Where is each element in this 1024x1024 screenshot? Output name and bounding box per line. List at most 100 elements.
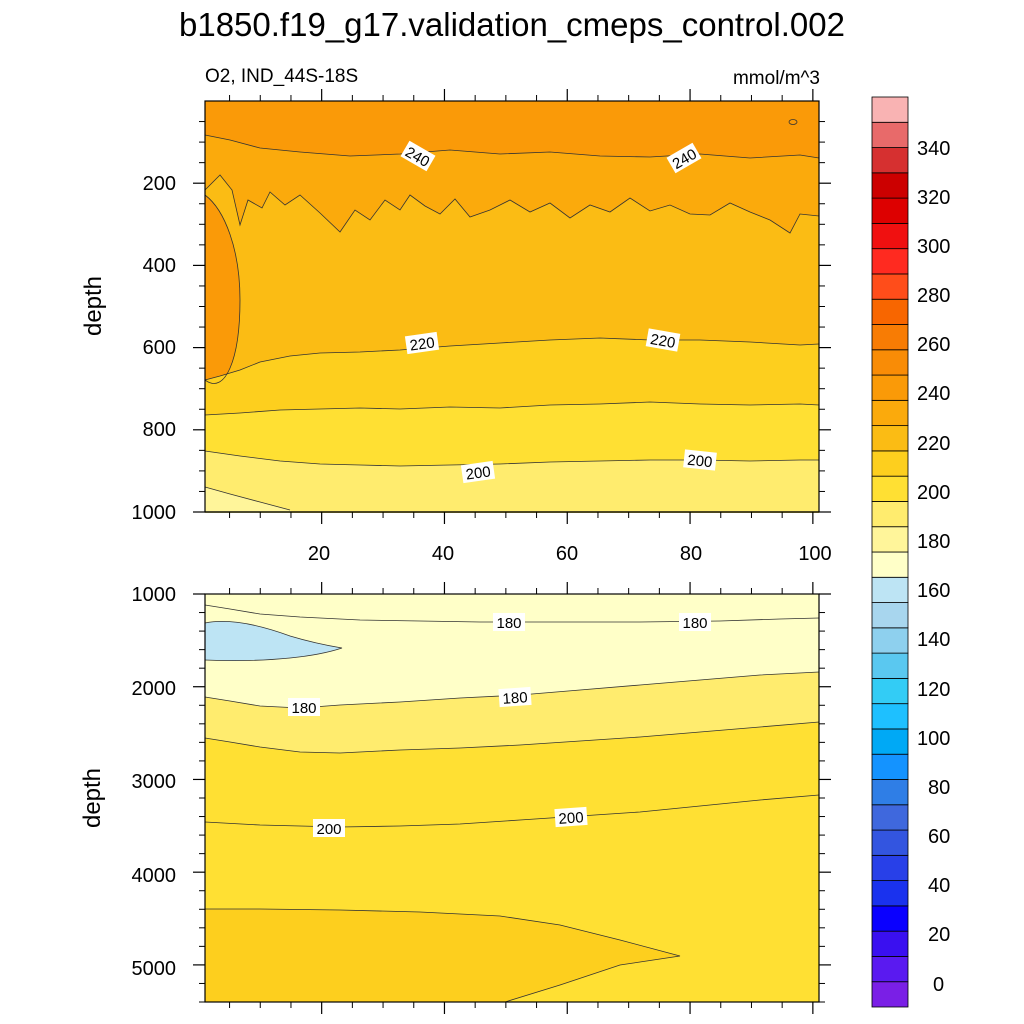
xtick-label: 100 [798, 543, 831, 565]
upper-ytick-label: 1000 [132, 502, 177, 524]
lower-ytick-label: 1000 [132, 584, 177, 606]
lower-ytick-label: 2000 [132, 678, 177, 700]
lower-ytick-label: 3000 [132, 771, 177, 793]
upper-ytick-label: 800 [143, 419, 176, 441]
svg-text:180: 180 [496, 615, 521, 632]
xtick-label: 80 [680, 543, 702, 565]
lower-band-190-200 [205, 795, 819, 1002]
colorbar-box [871, 703, 909, 730]
colorbar-label: 280 [917, 285, 950, 307]
upper-ytick-label: 400 [143, 255, 176, 277]
contour-label: 220 [404, 331, 440, 355]
colorbar-box [871, 880, 909, 907]
lower-band-150-160 [205, 605, 819, 708]
svg-text:200: 200 [558, 809, 584, 828]
lower-axis-ticks [193, 582, 831, 1014]
xtick-label: 40 [432, 543, 454, 565]
svg-text:220: 220 [649, 331, 677, 352]
lower-contour-lines [204, 604, 820, 1003]
colorbar-box [871, 930, 909, 957]
colorbar-box [871, 602, 909, 629]
contour-label: 180 [679, 613, 711, 632]
upper-ytick-label: 200 [143, 173, 176, 195]
colorbar-box [871, 374, 909, 401]
colorbar-box [871, 121, 909, 148]
svg-text:180: 180 [682, 615, 707, 632]
upper-bottom-clip [204, 513, 824, 523]
svg-text:200: 200 [465, 463, 492, 483]
colorbar-box [871, 475, 909, 502]
contour-label: 200 [460, 460, 496, 484]
lower-ytick-label: 5000 [132, 958, 177, 980]
colorbar-labels: 340 320 300 280 260 240 220 200 180 160 … [917, 138, 950, 996]
xtick-label: 20 [308, 543, 330, 565]
colorbar-label: 120 [917, 679, 950, 701]
colorbar-label: 340 [917, 138, 950, 160]
colorbar-label: 80 [928, 777, 950, 799]
units-label: mmol/m^3 [733, 68, 820, 89]
colorbar-label: 200 [917, 482, 950, 504]
colorbar-label: 0 [933, 974, 944, 996]
colorbar-label: 180 [917, 531, 950, 553]
colorbar-box [871, 804, 909, 831]
contour-label: 180 [493, 613, 525, 632]
colorbar-box [871, 450, 909, 477]
colorbar-box [871, 779, 909, 806]
lower-tongue-160 [205, 621, 342, 661]
colorbar-box [871, 324, 909, 351]
colorbar-label: 160 [917, 580, 950, 602]
colorbar-label: 140 [917, 629, 950, 651]
upper-ytick-label: 600 [143, 337, 176, 359]
upper-panel: O2, IND_44S-18S mmol/m^3 240 [80, 66, 832, 565]
colorbar-label: 240 [917, 383, 950, 405]
xtick-label: 60 [556, 543, 578, 565]
svg-text:180: 180 [291, 700, 316, 717]
colorbar-box [871, 627, 909, 654]
colorbar-box [871, 981, 909, 1008]
colorbar-label: 300 [917, 236, 950, 258]
colorbar-box [871, 147, 909, 174]
colorbar-box [871, 728, 909, 755]
colorbar-box [871, 501, 909, 528]
contour-label: 180 [288, 698, 320, 717]
colorbar-box [871, 248, 909, 275]
colorbar-box [871, 399, 909, 427]
colorbar-label: 20 [928, 924, 950, 946]
colorbar-box [871, 905, 909, 932]
colorbar-box [871, 172, 909, 199]
colorbar-box [871, 956, 909, 983]
lower-panel: 180 180 180 180 200 200 [79, 582, 831, 1014]
colorbar-box [871, 273, 909, 300]
colorbar-box [871, 753, 909, 780]
contour-label: 220 [645, 328, 681, 352]
upper-axis-ticks [193, 89, 831, 524]
upper-band-190-200 [205, 451, 819, 521]
svg-text:220: 220 [409, 334, 436, 354]
lower-band-160-170 [205, 594, 819, 622]
colorbar-label: 260 [917, 334, 950, 356]
colorbar-box [871, 197, 909, 224]
colorbar-box [871, 576, 909, 603]
lower-ylabel: depth [79, 768, 106, 828]
svg-text:200: 200 [687, 452, 714, 472]
colorbar-box [871, 96, 909, 123]
colorbar-label: 100 [917, 728, 950, 750]
figure-title: b1850.f19_g17.validation_cmeps_control.0… [179, 6, 845, 43]
lower-ytick-label: 4000 [132, 865, 177, 887]
colorbar-box [871, 854, 909, 882]
svg-text:180: 180 [502, 689, 528, 708]
svg-text:200: 200 [316, 821, 341, 838]
contour-label: 200 [313, 819, 345, 838]
upper-core-240 [205, 195, 240, 384]
colorbar-box [871, 298, 909, 325]
contour-label: 180 [498, 686, 532, 708]
upper-contour-lines [204, 119, 820, 511]
contour-label: 200 [554, 806, 588, 828]
colorbar-box [871, 526, 909, 553]
colorbar-label: 40 [928, 875, 950, 897]
contour-label: 200 [683, 449, 717, 471]
colorbar-label: 320 [917, 187, 950, 209]
upper-ylabel: depth [80, 276, 107, 336]
lower-contour-labels: 180 180 180 180 200 200 [288, 613, 711, 838]
colorbar-box [871, 677, 909, 705]
